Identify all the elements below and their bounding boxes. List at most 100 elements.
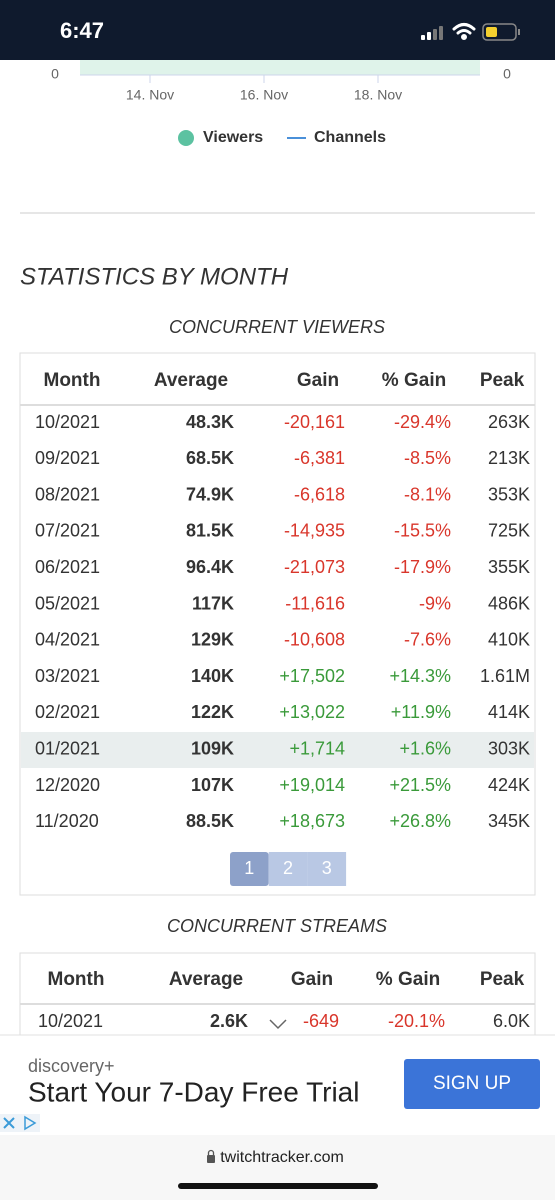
gain-cell: -10,608 <box>284 630 345 650</box>
peak-cell: 1.61M <box>480 666 530 686</box>
peak-cell: 355K <box>488 557 530 577</box>
average-cell: 74.9K <box>186 484 234 504</box>
gain-cell: +18,673 <box>279 811 345 831</box>
pct-gain-cell: -7.6% <box>404 630 451 650</box>
table-frame <box>19 352 536 896</box>
peak-cell: 6.0K <box>493 1011 530 1031</box>
battery-icon <box>482 23 520 41</box>
average-cell: 88.5K <box>186 811 234 831</box>
column-header[interactable]: Peak <box>480 969 525 990</box>
legend-marker[interactable] <box>178 130 194 146</box>
page-number[interactable]: 1 <box>244 858 254 878</box>
peak-cell: 303K <box>488 738 530 758</box>
month-cell: 08/2021 <box>35 484 100 504</box>
y-axis-label: 0 <box>503 66 511 82</box>
x-tick-label: 14. Nov <box>126 87 174 103</box>
gain-cell: -649 <box>303 1011 339 1031</box>
ad-button-label[interactable]: SIGN UP <box>433 1073 511 1094</box>
lock-icon <box>207 1149 215 1163</box>
page-number[interactable]: 2 <box>283 858 293 878</box>
ad-choices[interactable] <box>0 1114 40 1132</box>
month-cell: 10/2021 <box>35 412 100 432</box>
month-cell: 02/2021 <box>35 702 100 722</box>
chart-area <box>80 60 480 75</box>
clock: 6:47 <box>60 18 104 43</box>
section-title: STATISTICS BY MONTH <box>20 263 289 290</box>
x-tick-label: 16. Nov <box>240 87 288 103</box>
peak-cell: 414K <box>488 702 530 722</box>
average-cell: 68.5K <box>186 448 234 468</box>
row-highlight <box>21 732 534 768</box>
average-cell: 107K <box>191 775 234 795</box>
month-cell: 12/2020 <box>35 775 100 795</box>
url[interactable]: twitchtracker.com <box>220 1149 344 1166</box>
peak-cell: 213K <box>488 448 530 468</box>
peak-cell: 263K <box>488 412 530 432</box>
page-button[interactable] <box>268 852 308 886</box>
gain-cell: -6,618 <box>294 484 345 504</box>
legend-label[interactable]: Channels <box>314 129 386 146</box>
average-cell: 81.5K <box>186 521 234 541</box>
month-cell: 06/2021 <box>35 557 100 577</box>
pct-gain-cell: -9% <box>419 593 451 613</box>
pct-gain-cell: -20.1% <box>388 1011 445 1031</box>
month-cell: 04/2021 <box>35 630 100 650</box>
peak-cell: 353K <box>488 484 530 504</box>
average-cell: 129K <box>191 630 234 650</box>
browser-bar <box>0 1135 555 1200</box>
page-number[interactable]: 3 <box>322 858 332 878</box>
gain-cell: -6,381 <box>294 448 345 468</box>
pct-gain-cell: -15.5% <box>394 521 451 541</box>
page-button[interactable] <box>307 852 347 886</box>
gain-cell: -14,935 <box>284 521 345 541</box>
pct-gain-cell: -8.5% <box>404 448 451 468</box>
gain-cell: +19,014 <box>279 775 345 795</box>
month-cell: 09/2021 <box>35 448 100 468</box>
peak-cell: 725K <box>488 521 530 541</box>
x-tick-label: 18. Nov <box>354 87 402 103</box>
average-cell: 122K <box>191 702 234 722</box>
column-header[interactable]: % Gain <box>382 370 446 391</box>
legend-label[interactable]: Viewers <box>203 129 263 146</box>
average-cell: 96.4K <box>186 557 234 577</box>
average-cell: 2.6K <box>210 1011 248 1031</box>
column-header[interactable]: Gain <box>297 370 339 391</box>
wifi-icon <box>452 23 476 40</box>
column-header[interactable]: Peak <box>480 370 525 391</box>
peak-cell: 424K <box>488 775 530 795</box>
month-cell: 05/2021 <box>35 593 100 613</box>
pct-gain-cell: -17.9% <box>394 557 451 577</box>
average-cell: 48.3K <box>186 412 234 432</box>
pct-gain-cell: -29.4% <box>394 412 451 432</box>
column-header[interactable]: Average <box>169 969 243 990</box>
pct-gain-cell: +26.8% <box>389 811 451 831</box>
ad-button[interactable] <box>404 1059 540 1109</box>
table-title: CONCURRENT STREAMS <box>167 916 387 936</box>
peak-cell: 486K <box>488 593 530 613</box>
gain-cell: -20,161 <box>284 412 345 432</box>
home-indicator <box>178 1183 378 1189</box>
page-button[interactable] <box>230 852 269 886</box>
column-header[interactable]: Month <box>48 969 105 990</box>
column-header[interactable]: Average <box>154 370 228 391</box>
gain-cell: +13,022 <box>279 702 345 722</box>
month-cell: 07/2021 <box>35 521 100 541</box>
peak-cell: 410K <box>488 630 530 650</box>
average-cell: 109K <box>191 738 234 758</box>
pct-gain-cell: +1.6% <box>399 738 451 758</box>
gain-cell: -21,073 <box>284 557 345 577</box>
signal-icon <box>421 26 443 40</box>
pct-gain-cell: -8.1% <box>404 484 451 504</box>
month-cell: 03/2021 <box>35 666 100 686</box>
column-header[interactable]: Month <box>44 370 101 391</box>
pct-gain-cell: +11.9% <box>391 702 451 722</box>
average-cell: 117K <box>192 593 234 613</box>
pct-gain-cell: +14.3% <box>389 666 451 686</box>
column-header[interactable]: Gain <box>291 969 333 990</box>
column-header[interactable]: % Gain <box>376 969 440 990</box>
gain-cell: +17,502 <box>279 666 345 686</box>
ad-brand: discovery+ <box>28 1056 115 1076</box>
month-cell: 01/2021 <box>35 738 100 758</box>
